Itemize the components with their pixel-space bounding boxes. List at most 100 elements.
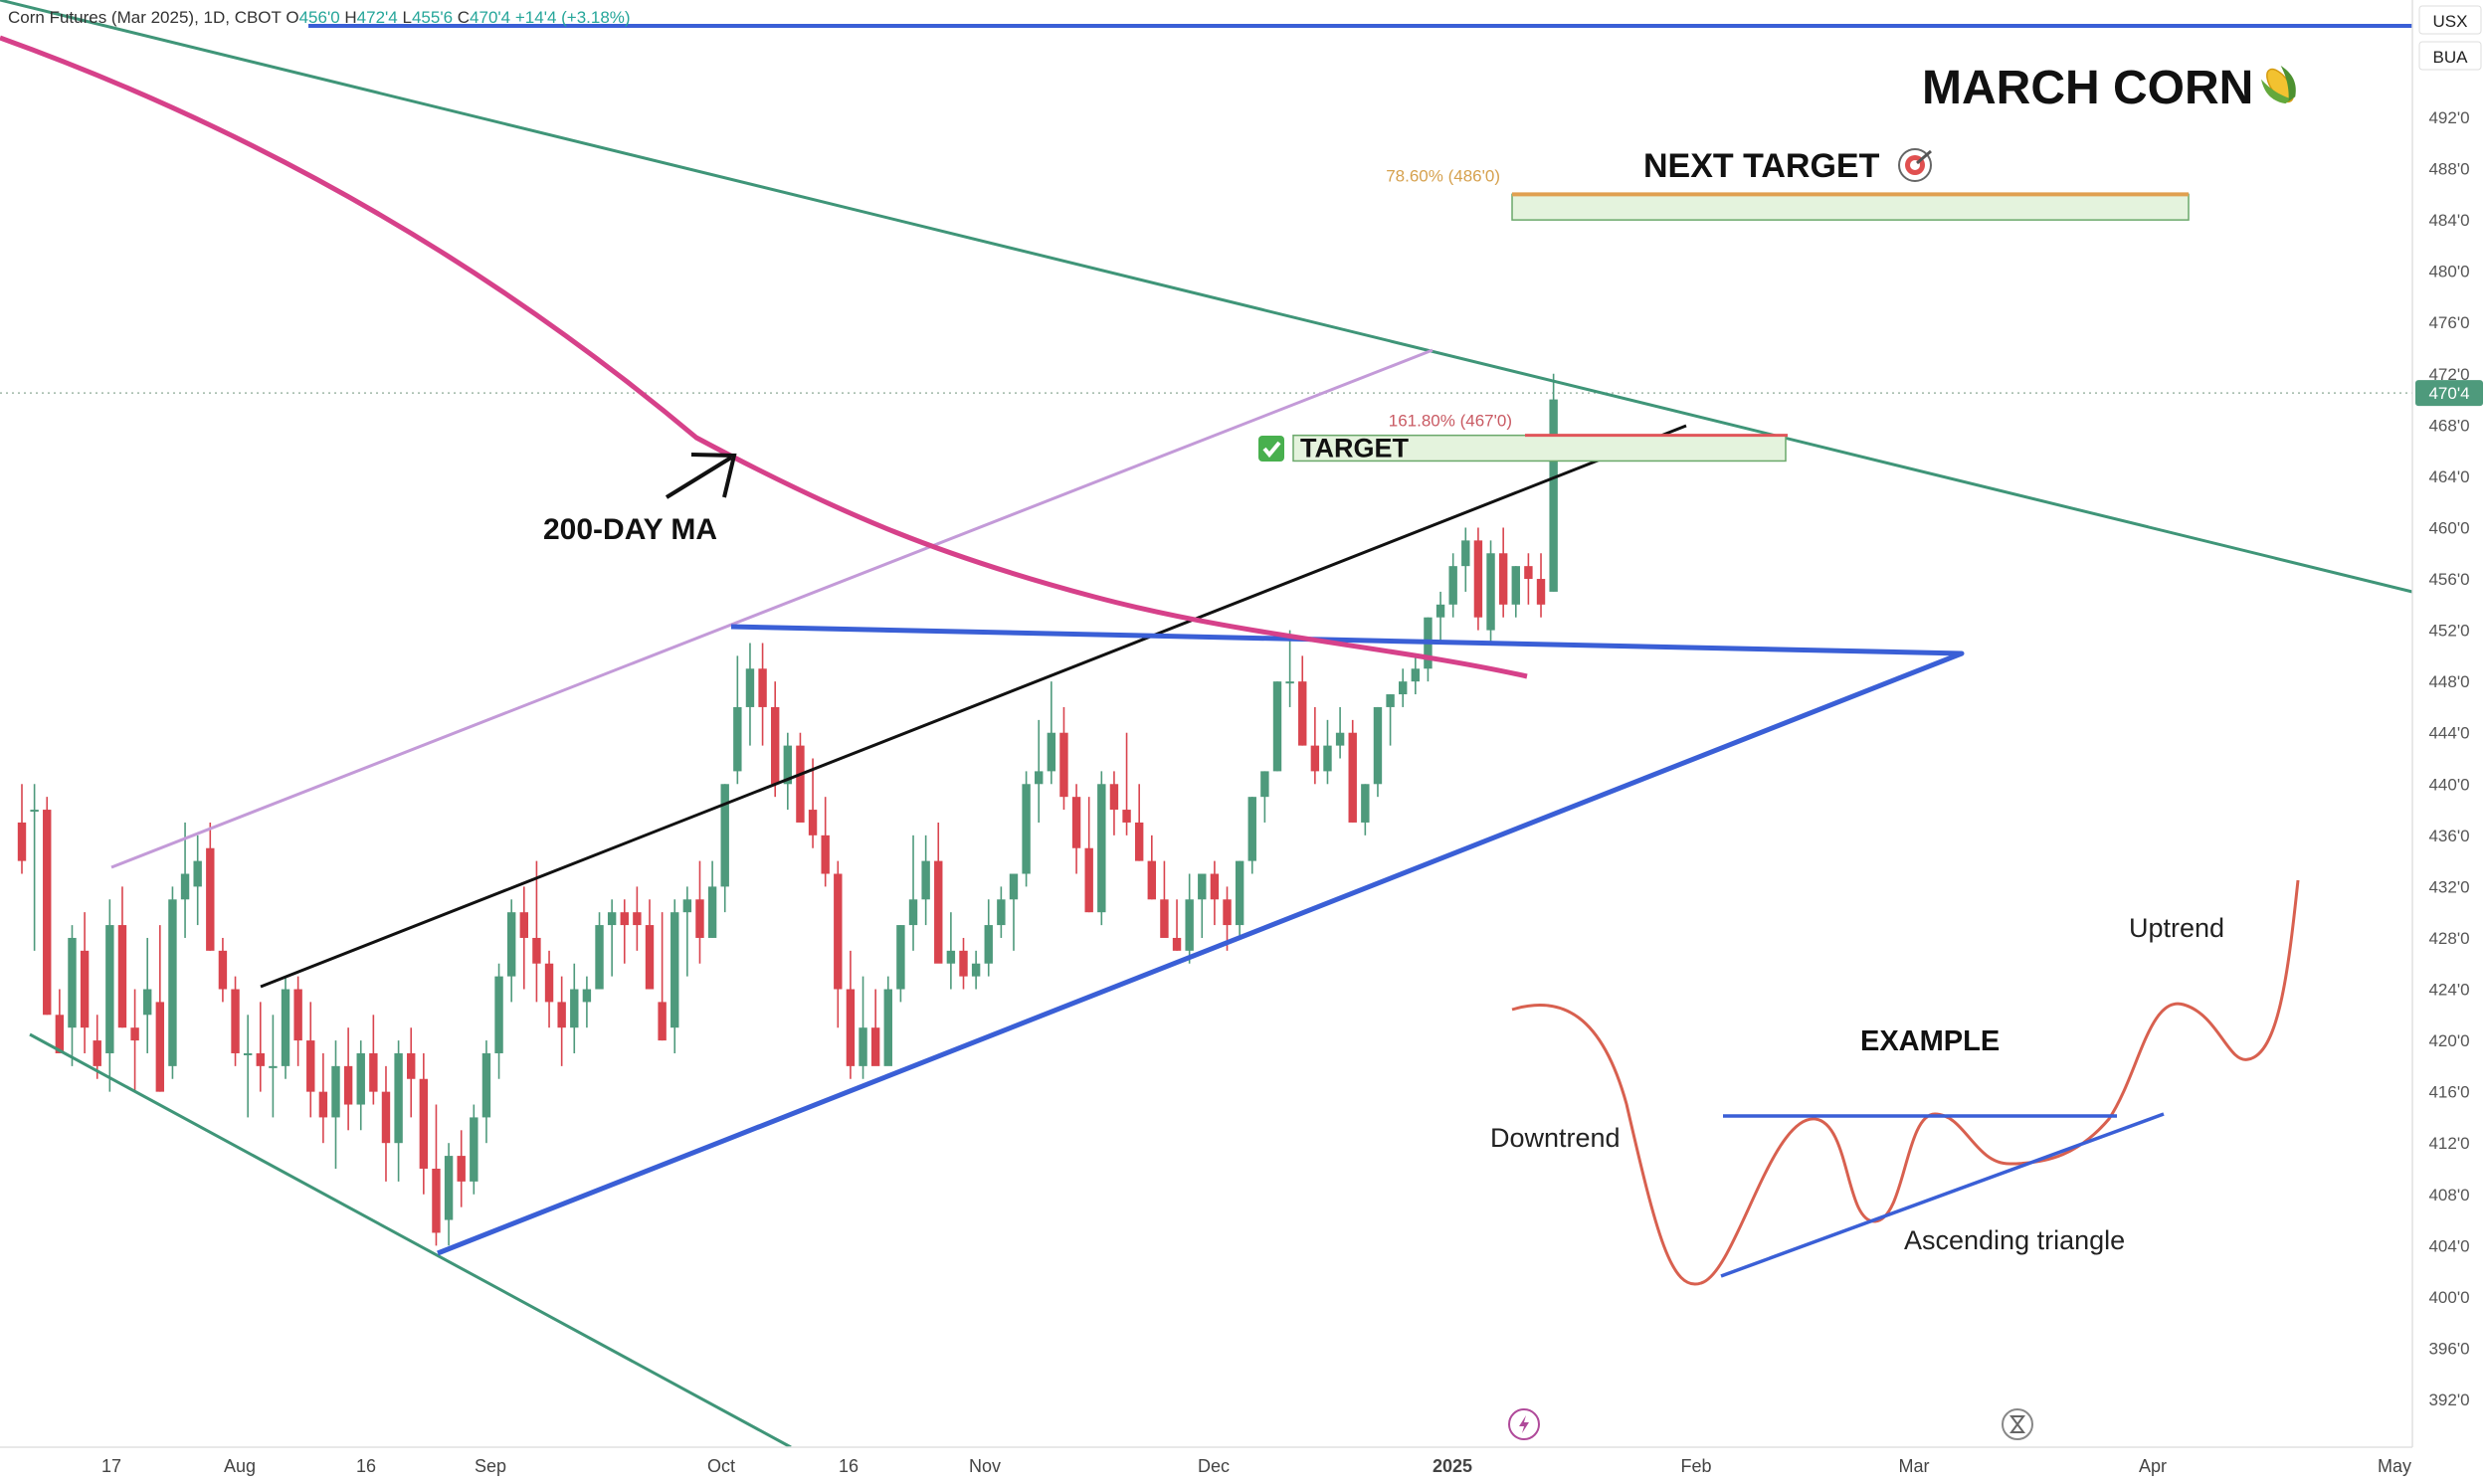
candle-body bbox=[269, 1065, 278, 1068]
candle-body bbox=[607, 912, 617, 926]
candle-body bbox=[745, 668, 755, 707]
candle-body bbox=[946, 950, 956, 964]
candle-body bbox=[193, 860, 202, 887]
candle-body bbox=[117, 925, 127, 1028]
y-tick-label: 480'0 bbox=[2428, 263, 2469, 281]
candle-body bbox=[1147, 860, 1156, 900]
candle-body bbox=[1335, 732, 1345, 746]
y-tick-label: 444'0 bbox=[2428, 724, 2469, 743]
candle-body bbox=[1097, 784, 1106, 913]
descending-resistance-line bbox=[0, 0, 2413, 594]
candle-body bbox=[846, 989, 856, 1066]
candle-body bbox=[570, 989, 579, 1028]
x-tick-label: Mar bbox=[1899, 1456, 1930, 1476]
candle-body bbox=[1536, 579, 1546, 605]
y-tick-label: 432'0 bbox=[2428, 877, 2469, 896]
usx-box[interactable] bbox=[2418, 5, 2482, 35]
y-tick-label: 396'0 bbox=[2428, 1339, 2469, 1358]
low-key: L bbox=[402, 8, 412, 27]
candle-body bbox=[394, 1052, 403, 1144]
x-tick-label: 17 bbox=[101, 1456, 121, 1476]
y-tick-label: 392'0 bbox=[2428, 1391, 2469, 1409]
candle-body bbox=[494, 976, 503, 1053]
candle-body bbox=[783, 745, 793, 785]
y-tick-label: 464'0 bbox=[2428, 467, 2469, 486]
candle-body bbox=[1298, 681, 1307, 746]
candle-body bbox=[1498, 553, 1508, 605]
candle-body bbox=[506, 912, 516, 977]
candle-body bbox=[808, 810, 818, 835]
candle-body bbox=[1160, 899, 1169, 938]
candle-body bbox=[1109, 784, 1119, 811]
y-tick-label: 472'0 bbox=[2428, 365, 2469, 384]
candle-body bbox=[1022, 784, 1031, 874]
fib-786-label: 78.60% (486'0) bbox=[1386, 166, 1500, 185]
bua-box[interactable] bbox=[2418, 41, 2482, 71]
y-tick-label: 476'0 bbox=[2428, 313, 2469, 332]
corn-leaf-left bbox=[2260, 79, 2292, 104]
high-value: 472'4 bbox=[356, 8, 398, 27]
candle-body bbox=[544, 963, 554, 1003]
y-tick-label: 452'0 bbox=[2428, 622, 2469, 641]
candle-body bbox=[934, 860, 943, 964]
candle-body bbox=[532, 937, 541, 964]
candle-body bbox=[1285, 681, 1294, 684]
candle-body bbox=[870, 1027, 880, 1066]
checkmark-icon bbox=[1258, 436, 1284, 462]
candle-body bbox=[432, 1168, 441, 1233]
candle-body bbox=[457, 1156, 466, 1182]
candle-body bbox=[1549, 399, 1558, 592]
candle-body bbox=[318, 1091, 328, 1118]
high-key: H bbox=[344, 8, 357, 27]
candle-body bbox=[921, 860, 930, 900]
candle-body bbox=[582, 989, 592, 1003]
candle-body bbox=[356, 1052, 365, 1105]
x-tick-label: Feb bbox=[1680, 1456, 1711, 1476]
corn-leaf-right bbox=[2280, 66, 2296, 101]
candle-body bbox=[620, 912, 629, 926]
candle-body bbox=[143, 989, 152, 1016]
lightning-icon[interactable] bbox=[1508, 1408, 1540, 1440]
candle-body bbox=[1198, 873, 1207, 900]
candle-body bbox=[369, 1052, 378, 1092]
bua-label: BUA bbox=[2433, 48, 2469, 67]
candle-body bbox=[243, 1052, 253, 1055]
open-key: O bbox=[286, 8, 299, 27]
candle-body bbox=[1235, 860, 1244, 926]
candle-body bbox=[1399, 681, 1408, 695]
target-label: TARGET bbox=[1300, 433, 1409, 463]
candle-body bbox=[1071, 797, 1081, 848]
candle-body bbox=[419, 1078, 429, 1169]
x-tick-label: Oct bbox=[707, 1456, 735, 1476]
y-tick-label: 488'0 bbox=[2428, 160, 2469, 179]
hourglass-icon[interactable] bbox=[2002, 1408, 2033, 1440]
example-price-curve bbox=[1511, 879, 2300, 1286]
y-tick-label: 408'0 bbox=[2428, 1186, 2469, 1205]
candle-body bbox=[168, 899, 177, 1066]
candle-body bbox=[1260, 771, 1269, 798]
candle-body bbox=[1122, 810, 1131, 823]
y-tick-label: 436'0 bbox=[2428, 827, 2469, 845]
candle-body bbox=[180, 873, 190, 900]
candle-body bbox=[231, 989, 240, 1053]
candle-body bbox=[30, 810, 39, 813]
y-tick-label: 400'0 bbox=[2428, 1288, 2469, 1307]
candle-body bbox=[306, 1040, 315, 1092]
symbol-label: Corn Futures (Mar 2025), 1D, CBOT bbox=[8, 8, 282, 27]
target-dart bbox=[1916, 149, 1932, 165]
candle-body bbox=[771, 706, 780, 785]
candle-body bbox=[821, 835, 830, 874]
corn-icon bbox=[2260, 66, 2296, 104]
candle-body bbox=[1247, 797, 1256, 861]
candle-body bbox=[670, 912, 679, 1028]
candle-body bbox=[444, 1156, 454, 1220]
y-tick-label: 440'0 bbox=[2428, 775, 2469, 794]
candle-body bbox=[1047, 732, 1056, 772]
candle-body bbox=[1172, 937, 1182, 951]
candle-body bbox=[1348, 732, 1357, 823]
candle-body bbox=[1473, 540, 1483, 618]
candle-body bbox=[796, 745, 805, 823]
candle-body bbox=[256, 1052, 265, 1066]
y-tick-label: 468'0 bbox=[2428, 416, 2469, 435]
